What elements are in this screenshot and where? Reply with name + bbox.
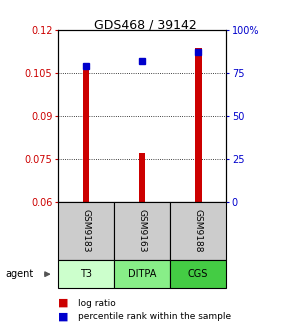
- Text: DITPA: DITPA: [128, 269, 156, 279]
- Bar: [139, 153, 146, 202]
- Text: CGS: CGS: [188, 269, 208, 279]
- Text: GSM9163: GSM9163: [137, 209, 147, 253]
- Bar: [83, 70, 89, 202]
- Text: log ratio: log ratio: [78, 299, 116, 307]
- Text: agent: agent: [6, 269, 34, 279]
- Text: ■: ■: [58, 298, 68, 308]
- Text: ■: ■: [58, 311, 68, 322]
- Text: T3: T3: [80, 269, 92, 279]
- Text: GDS468 / 39142: GDS468 / 39142: [94, 18, 196, 32]
- Bar: [195, 48, 202, 202]
- Text: GSM9188: GSM9188: [194, 209, 203, 253]
- Text: percentile rank within the sample: percentile rank within the sample: [78, 312, 231, 321]
- Text: GSM9183: GSM9183: [81, 209, 90, 253]
